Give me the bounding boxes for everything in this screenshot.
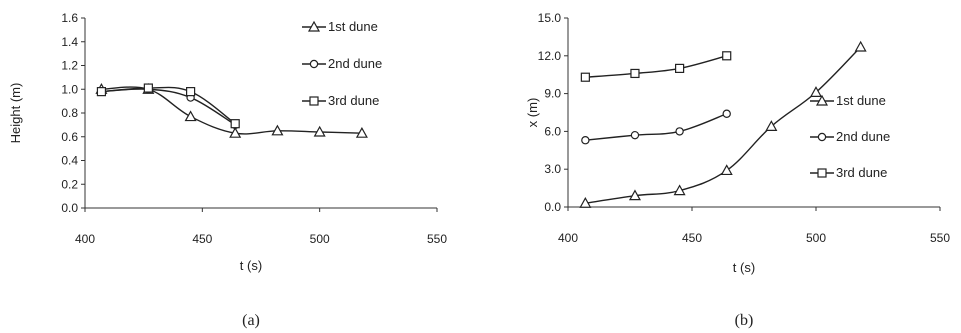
legend-entry: 3rd dune xyxy=(302,93,379,108)
data-point xyxy=(355,126,368,138)
data-point xyxy=(630,68,640,79)
y-tick-label: 1.0 xyxy=(61,82,78,96)
data-point xyxy=(271,124,284,136)
series-line xyxy=(585,46,862,204)
data-point xyxy=(674,63,685,74)
data-point xyxy=(630,130,640,140)
legend-label: 3rd dune xyxy=(328,93,379,108)
series-line xyxy=(101,86,236,125)
data-point xyxy=(229,126,242,138)
data-point xyxy=(313,125,326,137)
series-2 xyxy=(581,109,731,145)
y-axis-label: Height (m) xyxy=(8,83,23,144)
chart-a: 0.0 0.2 0.4 0.6 0.8 1.0 1.2 1.4 1.6 400 450 500 550 t… xyxy=(8,11,447,329)
legend-marker xyxy=(307,20,321,32)
x-tick-label: 550 xyxy=(930,231,950,245)
series-line xyxy=(585,55,727,78)
y-tick-label: 6.0 xyxy=(544,124,561,138)
data-point xyxy=(581,136,590,145)
x-tick-label: 400 xyxy=(558,231,578,245)
chart-b: 0.0 3.0 6.0 9.0 12.0 15.0 400 450 500 550 t (s) x (… xyxy=(525,11,950,329)
legend-entry: 3rd dune xyxy=(810,165,887,180)
x-tick-label: 400 xyxy=(75,232,95,246)
data-point xyxy=(720,164,733,176)
data-point xyxy=(230,119,240,129)
series-3 xyxy=(96,83,240,129)
x-axis-label: t (s) xyxy=(733,260,755,275)
y-tick-label: 0.4 xyxy=(61,154,78,168)
data-point xyxy=(809,86,823,97)
series-1 xyxy=(579,40,867,208)
legend-marker xyxy=(817,168,827,178)
panel-caption: (b) xyxy=(735,312,754,329)
legend-label: 2nd dune xyxy=(836,129,890,144)
data-point xyxy=(186,87,196,97)
x-tick-label: 450 xyxy=(682,231,702,245)
data-point xyxy=(765,120,778,131)
legend-label: 3rd dune xyxy=(836,165,887,180)
legend-marker xyxy=(815,94,829,106)
y-tick-label: 1.6 xyxy=(61,11,78,25)
legend-label: 1st dune xyxy=(328,19,378,34)
legend-entry: 2nd dune xyxy=(302,56,382,71)
x-tick-label: 450 xyxy=(192,232,212,246)
data-point xyxy=(96,87,107,97)
legend-marker xyxy=(309,96,319,106)
data-point xyxy=(580,72,590,82)
y-tick-label: 15.0 xyxy=(538,11,562,25)
data-point xyxy=(673,184,686,196)
y-tick-label: 0.2 xyxy=(61,177,78,191)
panel-caption: (a) xyxy=(242,312,260,329)
data-point xyxy=(854,40,867,52)
legend-marker xyxy=(309,59,319,69)
y-tick-label: 0.0 xyxy=(61,201,78,215)
x-tick-label: 500 xyxy=(310,232,330,246)
legend-entry: 1st dune xyxy=(302,19,378,34)
data-point xyxy=(143,83,153,93)
legend-label: 2nd dune xyxy=(328,56,382,71)
y-axis-label: x (m) xyxy=(525,98,540,128)
y-tick-label: 0.8 xyxy=(61,106,78,120)
data-point xyxy=(675,127,684,136)
y-tick-label: 9.0 xyxy=(544,87,561,101)
y-tick-label: 0.6 xyxy=(61,130,78,144)
data-point xyxy=(722,109,731,118)
y-tick-label: 1.4 xyxy=(61,35,78,49)
x-tick-label: 550 xyxy=(427,232,447,246)
series-2 xyxy=(97,85,240,130)
y-tick-label: 12.0 xyxy=(538,49,562,63)
y-tick-label: 1.2 xyxy=(61,59,78,73)
x-axis-label: t (s) xyxy=(240,258,262,273)
legend-label: 1st dune xyxy=(836,93,886,108)
legend-marker xyxy=(817,132,827,142)
legend-entry: 2nd dune xyxy=(810,129,890,144)
data-point xyxy=(722,51,732,61)
series-line xyxy=(585,113,727,141)
series-1 xyxy=(95,83,368,138)
data-point xyxy=(579,196,592,208)
data-point xyxy=(184,110,197,122)
legend-entry: 1st dune xyxy=(810,93,886,108)
y-tick-label: 0.0 xyxy=(544,200,561,214)
data-point xyxy=(628,189,641,201)
x-tick-label: 500 xyxy=(806,231,826,245)
series-3 xyxy=(580,51,732,82)
y-tick-label: 3.0 xyxy=(544,162,561,176)
